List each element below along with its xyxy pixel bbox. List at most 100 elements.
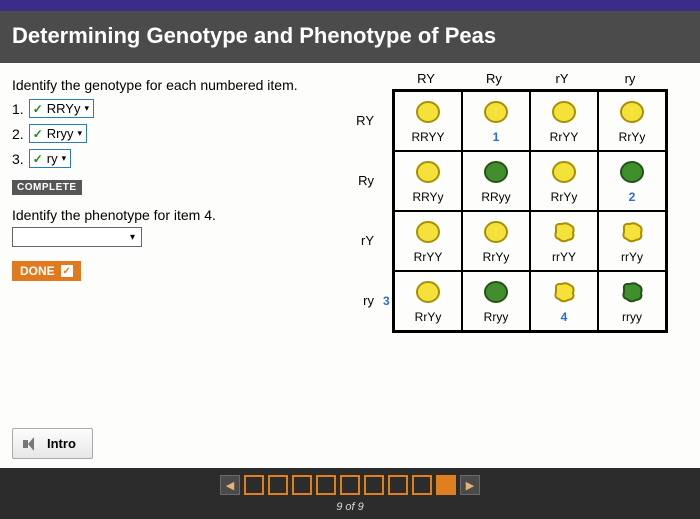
punnett-cell: rrYy	[598, 211, 666, 271]
genotype-select-2[interactable]: ✓ Rryy▾	[29, 124, 87, 143]
cell-label: rryy	[622, 310, 642, 324]
complete-badge: COMPLETE	[12, 180, 82, 195]
next-button[interactable]: ▶	[460, 475, 480, 495]
chevron-down-icon: ▾	[84, 103, 89, 114]
check-icon: ✓	[33, 102, 43, 116]
genotype-value: Rryy	[47, 126, 74, 141]
intro-button[interactable]: Intro	[12, 428, 93, 459]
punnett-cell: RrYy	[598, 91, 666, 151]
speaker-icon	[23, 437, 39, 451]
row-side-number: 3	[383, 294, 390, 308]
punnett-cell: 2	[598, 151, 666, 211]
pea-icon	[551, 159, 577, 188]
cell-label: RrYY	[550, 130, 579, 144]
punnett-cell: 1	[462, 91, 530, 151]
question-row: 1. ✓ RRYy▾	[12, 99, 312, 118]
pea-icon	[483, 219, 509, 248]
punnett-cell: RRyy	[462, 151, 530, 211]
chevron-down-icon: ▾	[77, 128, 82, 139]
pea-icon	[483, 99, 509, 128]
punnett-cell: rrYY	[530, 211, 598, 271]
col-header: rY	[528, 71, 596, 86]
pea-icon	[619, 279, 645, 308]
pea-icon	[483, 159, 509, 188]
pea-icon	[551, 219, 577, 248]
page-counter: 9 of 9	[0, 499, 700, 519]
progress-step-3[interactable]	[292, 475, 312, 495]
cell-label: rrYy	[621, 250, 643, 264]
row-header: ry	[354, 293, 374, 308]
progress-step-1[interactable]	[244, 475, 264, 495]
prev-button[interactable]: ◀	[220, 475, 240, 495]
question-number: 2.	[12, 126, 24, 142]
cell-label: 2	[629, 190, 636, 204]
cell-label: 4	[561, 310, 568, 324]
footer: ◀ ▶ 9 of 9	[0, 468, 700, 519]
cell-label: 1	[493, 130, 500, 144]
punnett-cell: RrYY	[530, 91, 598, 151]
punnett-cell: RrYy3	[394, 271, 462, 331]
row-header: rY	[354, 233, 374, 248]
chevron-down-icon: ▾	[62, 153, 67, 164]
cell-label: RrYY	[414, 250, 443, 264]
question-number: 1.	[12, 101, 24, 117]
progress-step-6[interactable]	[364, 475, 384, 495]
check-icon: ✓	[33, 127, 43, 141]
punnett-cell: RrYy	[462, 211, 530, 271]
pea-icon	[551, 99, 577, 128]
pea-icon	[619, 159, 645, 188]
cell-label: RrYy	[619, 130, 646, 144]
cell-label: RRyy	[481, 190, 510, 204]
cell-label: RRYy	[412, 190, 443, 204]
punnett-cell: RrYY	[394, 211, 462, 271]
cell-label: Rryy	[484, 310, 509, 324]
cell-label: RrYy	[415, 310, 442, 324]
instruction-text: Identify the genotype for each numbered …	[12, 77, 312, 93]
pea-icon	[415, 159, 441, 188]
punnett-cell: Rryy	[462, 271, 530, 331]
cell-label: rrYY	[552, 250, 576, 264]
top-strip	[0, 0, 700, 11]
intro-label: Intro	[47, 436, 76, 451]
punnett-cell: 4	[530, 271, 598, 331]
question-row: 3.✓ry▾	[12, 149, 312, 168]
col-header: ry	[596, 71, 664, 86]
pea-icon	[551, 279, 577, 308]
content-area: Identify the genotype for each numbered …	[0, 63, 700, 423]
cell-label: RrYy	[483, 250, 510, 264]
genotype-select-3[interactable]: ✓ry▾	[29, 149, 71, 168]
progress-step-9[interactable]	[436, 475, 456, 495]
cell-label: RRYY	[411, 130, 444, 144]
pea-icon	[415, 219, 441, 248]
progress-step-5[interactable]	[340, 475, 360, 495]
question-row: 2. ✓ Rryy▾	[12, 124, 312, 143]
progress-bar: ◀ ▶	[0, 468, 700, 499]
genotype-value: ry	[47, 151, 58, 166]
pea-icon	[483, 279, 509, 308]
col-header: Ry	[460, 71, 528, 86]
check-icon: ✓	[61, 265, 73, 277]
left-panel: Identify the genotype for each numbered …	[12, 77, 312, 281]
progress-step-2[interactable]	[268, 475, 288, 495]
pea-icon	[619, 99, 645, 128]
chevron-down-icon: ▾	[130, 232, 135, 243]
done-button[interactable]: DONE ✓	[12, 261, 81, 281]
progress-step-7[interactable]	[388, 475, 408, 495]
row-header: Ry	[354, 173, 374, 188]
punnett-cell: RRYY	[394, 91, 462, 151]
punnett-cell: RRYy	[394, 151, 462, 211]
pea-icon	[415, 279, 441, 308]
sub-instruction-text: Identify the phenotype for item 4.	[12, 207, 312, 223]
page-title: Determining Genotype and Phenotype of Pe…	[0, 11, 700, 63]
progress-step-4[interactable]	[316, 475, 336, 495]
row-header: RY	[354, 113, 374, 128]
genotype-value: RRYy	[47, 101, 81, 116]
question-number: 3.	[12, 151, 24, 167]
pea-icon	[415, 99, 441, 128]
col-header: RY	[392, 71, 460, 86]
cell-label: RrYy	[551, 190, 578, 204]
phenotype-dropdown[interactable]: ▾	[12, 227, 142, 247]
pea-icon	[619, 219, 645, 248]
progress-step-8[interactable]	[412, 475, 432, 495]
genotype-select-1[interactable]: ✓ RRYy▾	[29, 99, 94, 118]
